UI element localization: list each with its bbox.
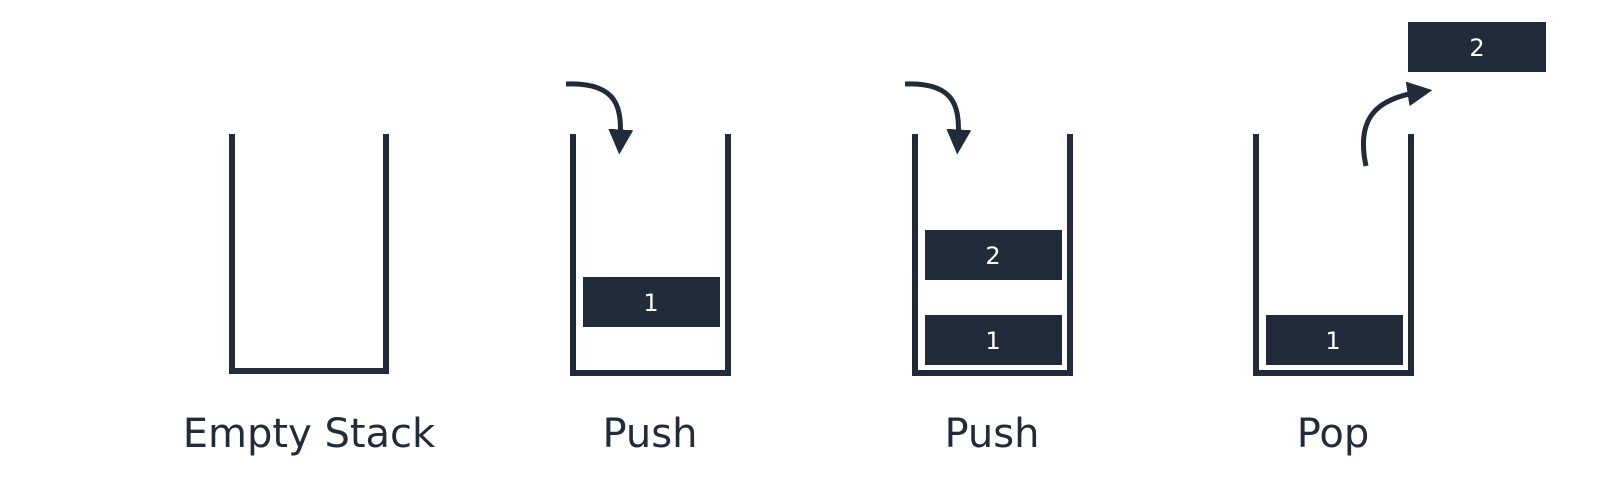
stack-item-box xyxy=(583,277,720,327)
stack-item: 1 xyxy=(583,277,720,327)
stack-container xyxy=(570,134,731,376)
stage-caption: Pop xyxy=(1297,411,1370,457)
stage-caption: Push xyxy=(945,411,1040,457)
popped-item: 2 xyxy=(1408,22,1546,72)
stack-container xyxy=(1253,134,1414,376)
stack-item-box xyxy=(925,230,1062,280)
push-arrow xyxy=(565,81,634,155)
pop-arrow xyxy=(1360,81,1433,167)
popped-item-label: 2 xyxy=(1469,34,1484,62)
popped-item-box xyxy=(1408,22,1546,72)
stack-item-label: 2 xyxy=(985,242,1000,270)
stack-item-box xyxy=(925,315,1062,365)
stage-pop: 1 2 Pop xyxy=(1253,22,1546,457)
stage-caption: Empty Stack xyxy=(183,411,436,457)
stack-item-box xyxy=(1266,315,1403,365)
stack-item-label: 1 xyxy=(643,289,658,317)
stack-container xyxy=(229,134,389,374)
stage-empty-stack: Empty Stack xyxy=(183,134,436,457)
push-arrow xyxy=(904,81,972,155)
stack-item-label: 1 xyxy=(985,327,1000,355)
stack-item-label: 1 xyxy=(1325,327,1340,355)
stack-item: 2 xyxy=(925,230,1062,280)
stage-caption: Push xyxy=(603,411,698,457)
stack-item: 1 xyxy=(925,315,1062,365)
stack-container xyxy=(912,134,1073,376)
stack-item: 1 xyxy=(1266,315,1403,365)
stage-push-2: 2 1 Push xyxy=(904,81,1073,457)
stage-push-1: 1 Push xyxy=(565,81,731,457)
